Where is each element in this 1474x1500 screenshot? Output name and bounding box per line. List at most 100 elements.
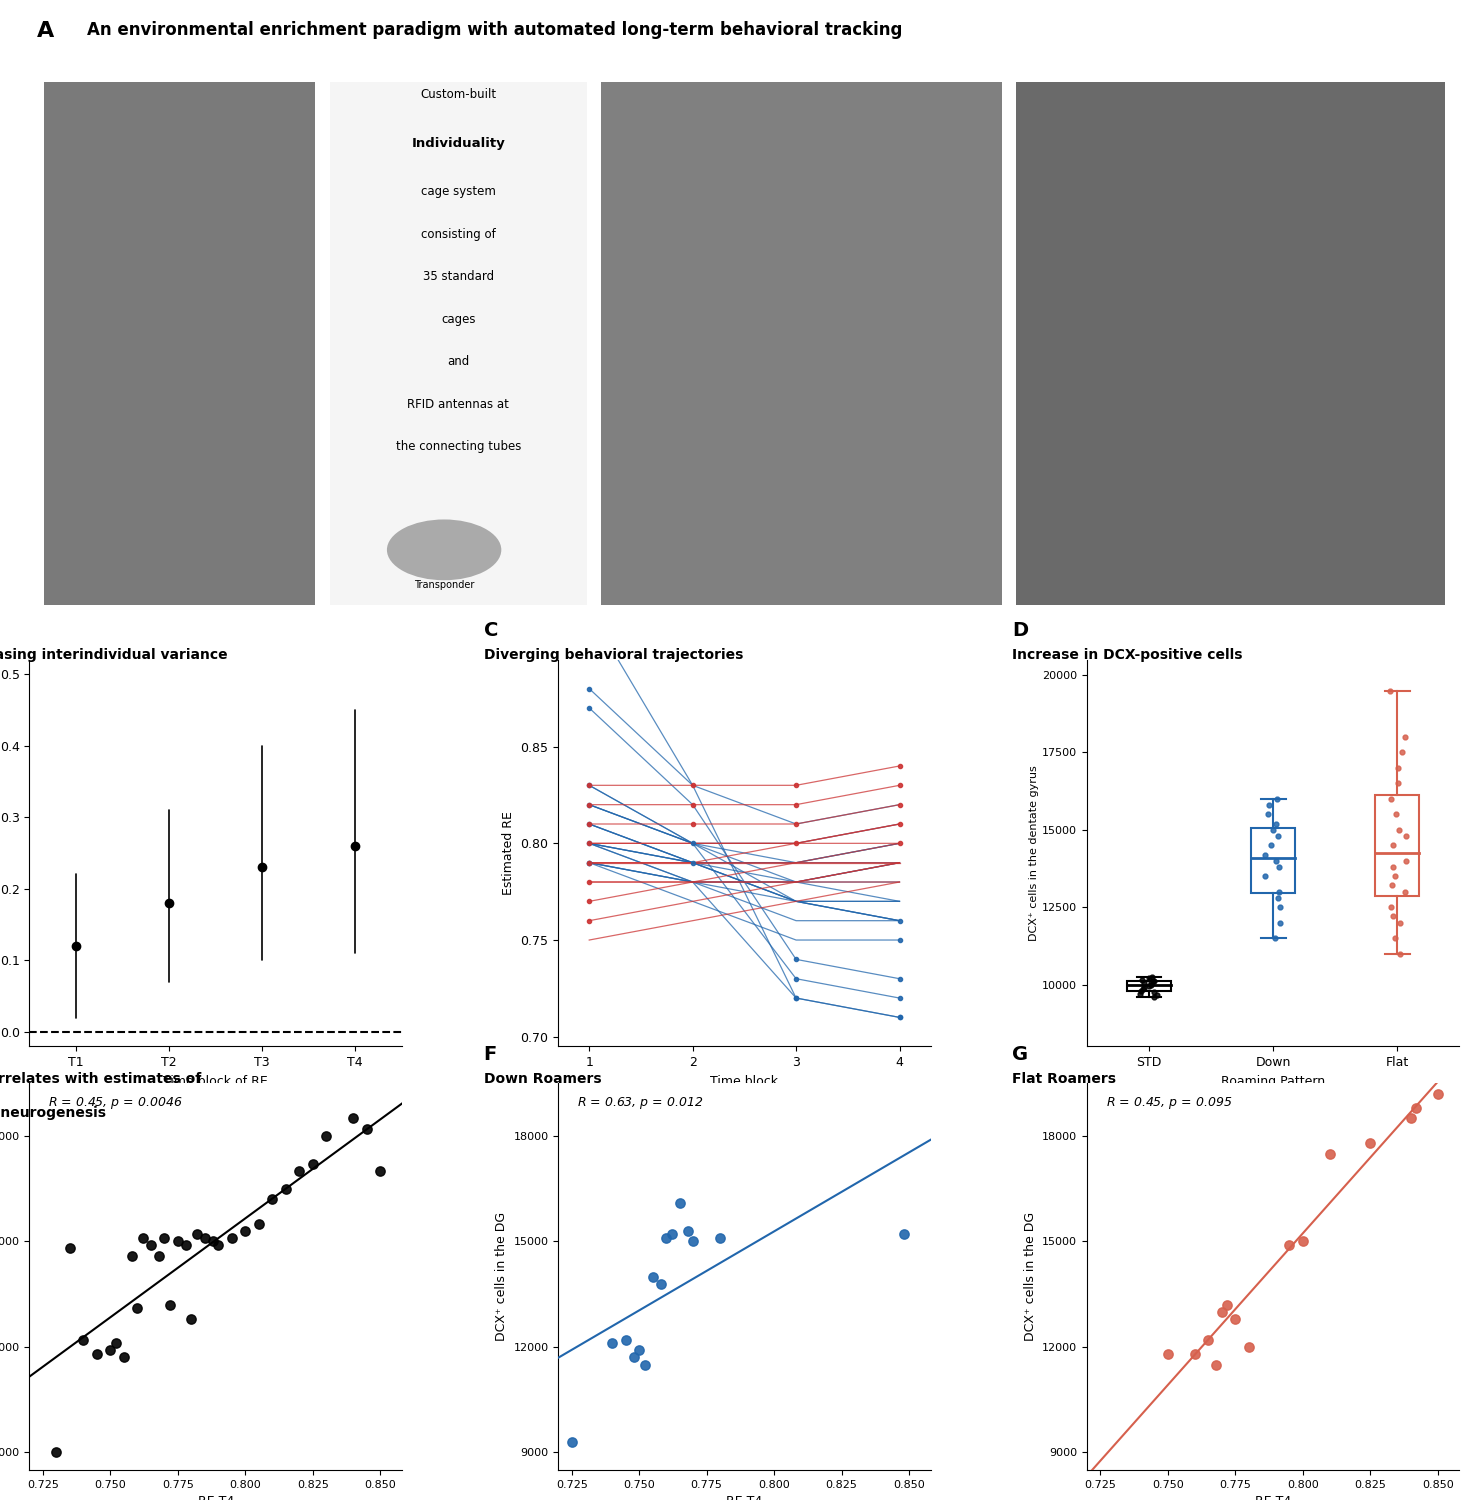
Point xyxy=(180,1306,203,1330)
X-axis label: RE T4: RE T4 xyxy=(727,1496,762,1500)
Point xyxy=(274,1176,298,1200)
X-axis label: Roaming Pattern: Roaming Pattern xyxy=(1220,1074,1325,1088)
Text: consisting of: consisting of xyxy=(422,228,495,240)
Point xyxy=(233,1220,256,1244)
Point xyxy=(368,1160,392,1184)
Point xyxy=(1204,1353,1228,1377)
Text: the connecting tubes: the connecting tubes xyxy=(395,441,522,453)
Point xyxy=(668,1191,691,1215)
Point xyxy=(1405,1096,1428,1120)
Point xyxy=(1156,1342,1179,1366)
Point xyxy=(632,1353,656,1377)
Point xyxy=(121,1244,144,1268)
Point xyxy=(44,1440,68,1464)
Point xyxy=(1223,1306,1247,1330)
Point xyxy=(560,1430,584,1454)
Bar xyxy=(1016,82,1445,604)
Text: $R$ = 0.63, $p$ = 0.012: $R$ = 0.63, $p$ = 0.012 xyxy=(576,1095,703,1112)
Point xyxy=(193,1226,217,1250)
Point xyxy=(892,1222,915,1246)
Point xyxy=(125,1296,149,1320)
Point xyxy=(158,1293,181,1317)
Point xyxy=(200,1230,224,1254)
Point xyxy=(1237,1335,1260,1359)
Bar xyxy=(1251,828,1294,892)
Text: Down Roamers: Down Roamers xyxy=(483,1071,601,1086)
Point xyxy=(600,1332,624,1356)
Bar xyxy=(1128,981,1170,992)
Text: An environmental enrichment paradigm with automated long-term behavioral trackin: An environmental enrichment paradigm wit… xyxy=(87,21,902,39)
Text: $R$ = 0.45, $p$ = 0.0046: $R$ = 0.45, $p$ = 0.0046 xyxy=(49,1095,183,1112)
Point xyxy=(57,1236,81,1260)
Point xyxy=(112,1346,136,1370)
Text: A: A xyxy=(37,21,55,40)
Point xyxy=(1210,1300,1234,1324)
Ellipse shape xyxy=(386,519,501,580)
Bar xyxy=(44,82,315,604)
Text: $R$ = 0.45, $p$ = 0.095: $R$ = 0.45, $p$ = 0.095 xyxy=(1106,1095,1232,1112)
Point xyxy=(131,1226,155,1250)
X-axis label: RE T4: RE T4 xyxy=(198,1496,234,1500)
Point xyxy=(1425,1082,1449,1106)
Bar xyxy=(1375,795,1419,895)
Point xyxy=(649,1272,672,1296)
Point xyxy=(147,1244,171,1268)
Point xyxy=(628,1338,652,1362)
Point xyxy=(206,1233,230,1257)
Point xyxy=(1318,1142,1341,1166)
Point xyxy=(220,1226,243,1250)
Point xyxy=(641,1264,665,1288)
Text: Increase in DCX-positive cells: Increase in DCX-positive cells xyxy=(1013,648,1243,662)
Point xyxy=(287,1160,311,1184)
Point xyxy=(248,1212,271,1236)
Point xyxy=(72,1328,96,1352)
Point xyxy=(1184,1342,1207,1366)
Point xyxy=(1399,1107,1422,1131)
Text: RFID antennas at: RFID antennas at xyxy=(407,398,510,411)
Point xyxy=(153,1226,177,1250)
Text: 35 standard: 35 standard xyxy=(423,270,494,284)
Point xyxy=(85,1342,109,1366)
Point xyxy=(681,1230,705,1254)
Text: Individuality: Individuality xyxy=(411,136,506,150)
Text: RE correlates with estimates of: RE correlates with estimates of xyxy=(0,1071,202,1086)
Text: cage system: cage system xyxy=(422,184,495,198)
Point xyxy=(167,1230,190,1254)
Point xyxy=(342,1107,366,1131)
Point xyxy=(1216,1293,1240,1317)
X-axis label: Time block: Time block xyxy=(710,1074,778,1088)
Text: cages: cages xyxy=(441,314,476,326)
Text: G: G xyxy=(1013,1044,1029,1064)
Point xyxy=(660,1222,684,1246)
Text: D: D xyxy=(1013,621,1029,640)
Point xyxy=(139,1233,162,1257)
Text: Custom-built: Custom-built xyxy=(420,88,497,101)
Point xyxy=(709,1226,733,1250)
Text: Transponder: Transponder xyxy=(414,580,475,590)
Bar xyxy=(330,82,587,604)
Text: adult neurogenesis: adult neurogenesis xyxy=(0,1107,106,1120)
Point xyxy=(174,1233,198,1257)
Y-axis label: DCX⁺ cells in the DG: DCX⁺ cells in the DG xyxy=(495,1212,509,1341)
Point xyxy=(1359,1131,1383,1155)
Point xyxy=(1197,1328,1220,1352)
Text: C: C xyxy=(483,621,498,640)
Y-axis label: DCX⁺ cells in the dentate gyrus: DCX⁺ cells in the dentate gyrus xyxy=(1029,765,1039,940)
Point xyxy=(654,1226,678,1250)
Point xyxy=(677,1220,700,1244)
Point xyxy=(1278,1233,1302,1257)
Point xyxy=(105,1332,128,1356)
Y-axis label: DCX⁺ cells in the DG: DCX⁺ cells in the DG xyxy=(1023,1212,1036,1341)
X-axis label: Time block of RE: Time block of RE xyxy=(164,1074,268,1088)
Point xyxy=(314,1124,338,1148)
Y-axis label: Estimated RE: Estimated RE xyxy=(503,812,514,895)
Text: F: F xyxy=(483,1044,497,1064)
Text: Flat Roamers: Flat Roamers xyxy=(1013,1071,1116,1086)
X-axis label: RE T4: RE T4 xyxy=(1254,1496,1291,1500)
Bar xyxy=(601,82,1002,604)
Text: Increasing interindividual variance: Increasing interindividual variance xyxy=(0,648,227,662)
Point xyxy=(613,1328,637,1352)
Text: and: and xyxy=(447,356,470,369)
Point xyxy=(301,1152,324,1176)
Point xyxy=(622,1346,646,1370)
